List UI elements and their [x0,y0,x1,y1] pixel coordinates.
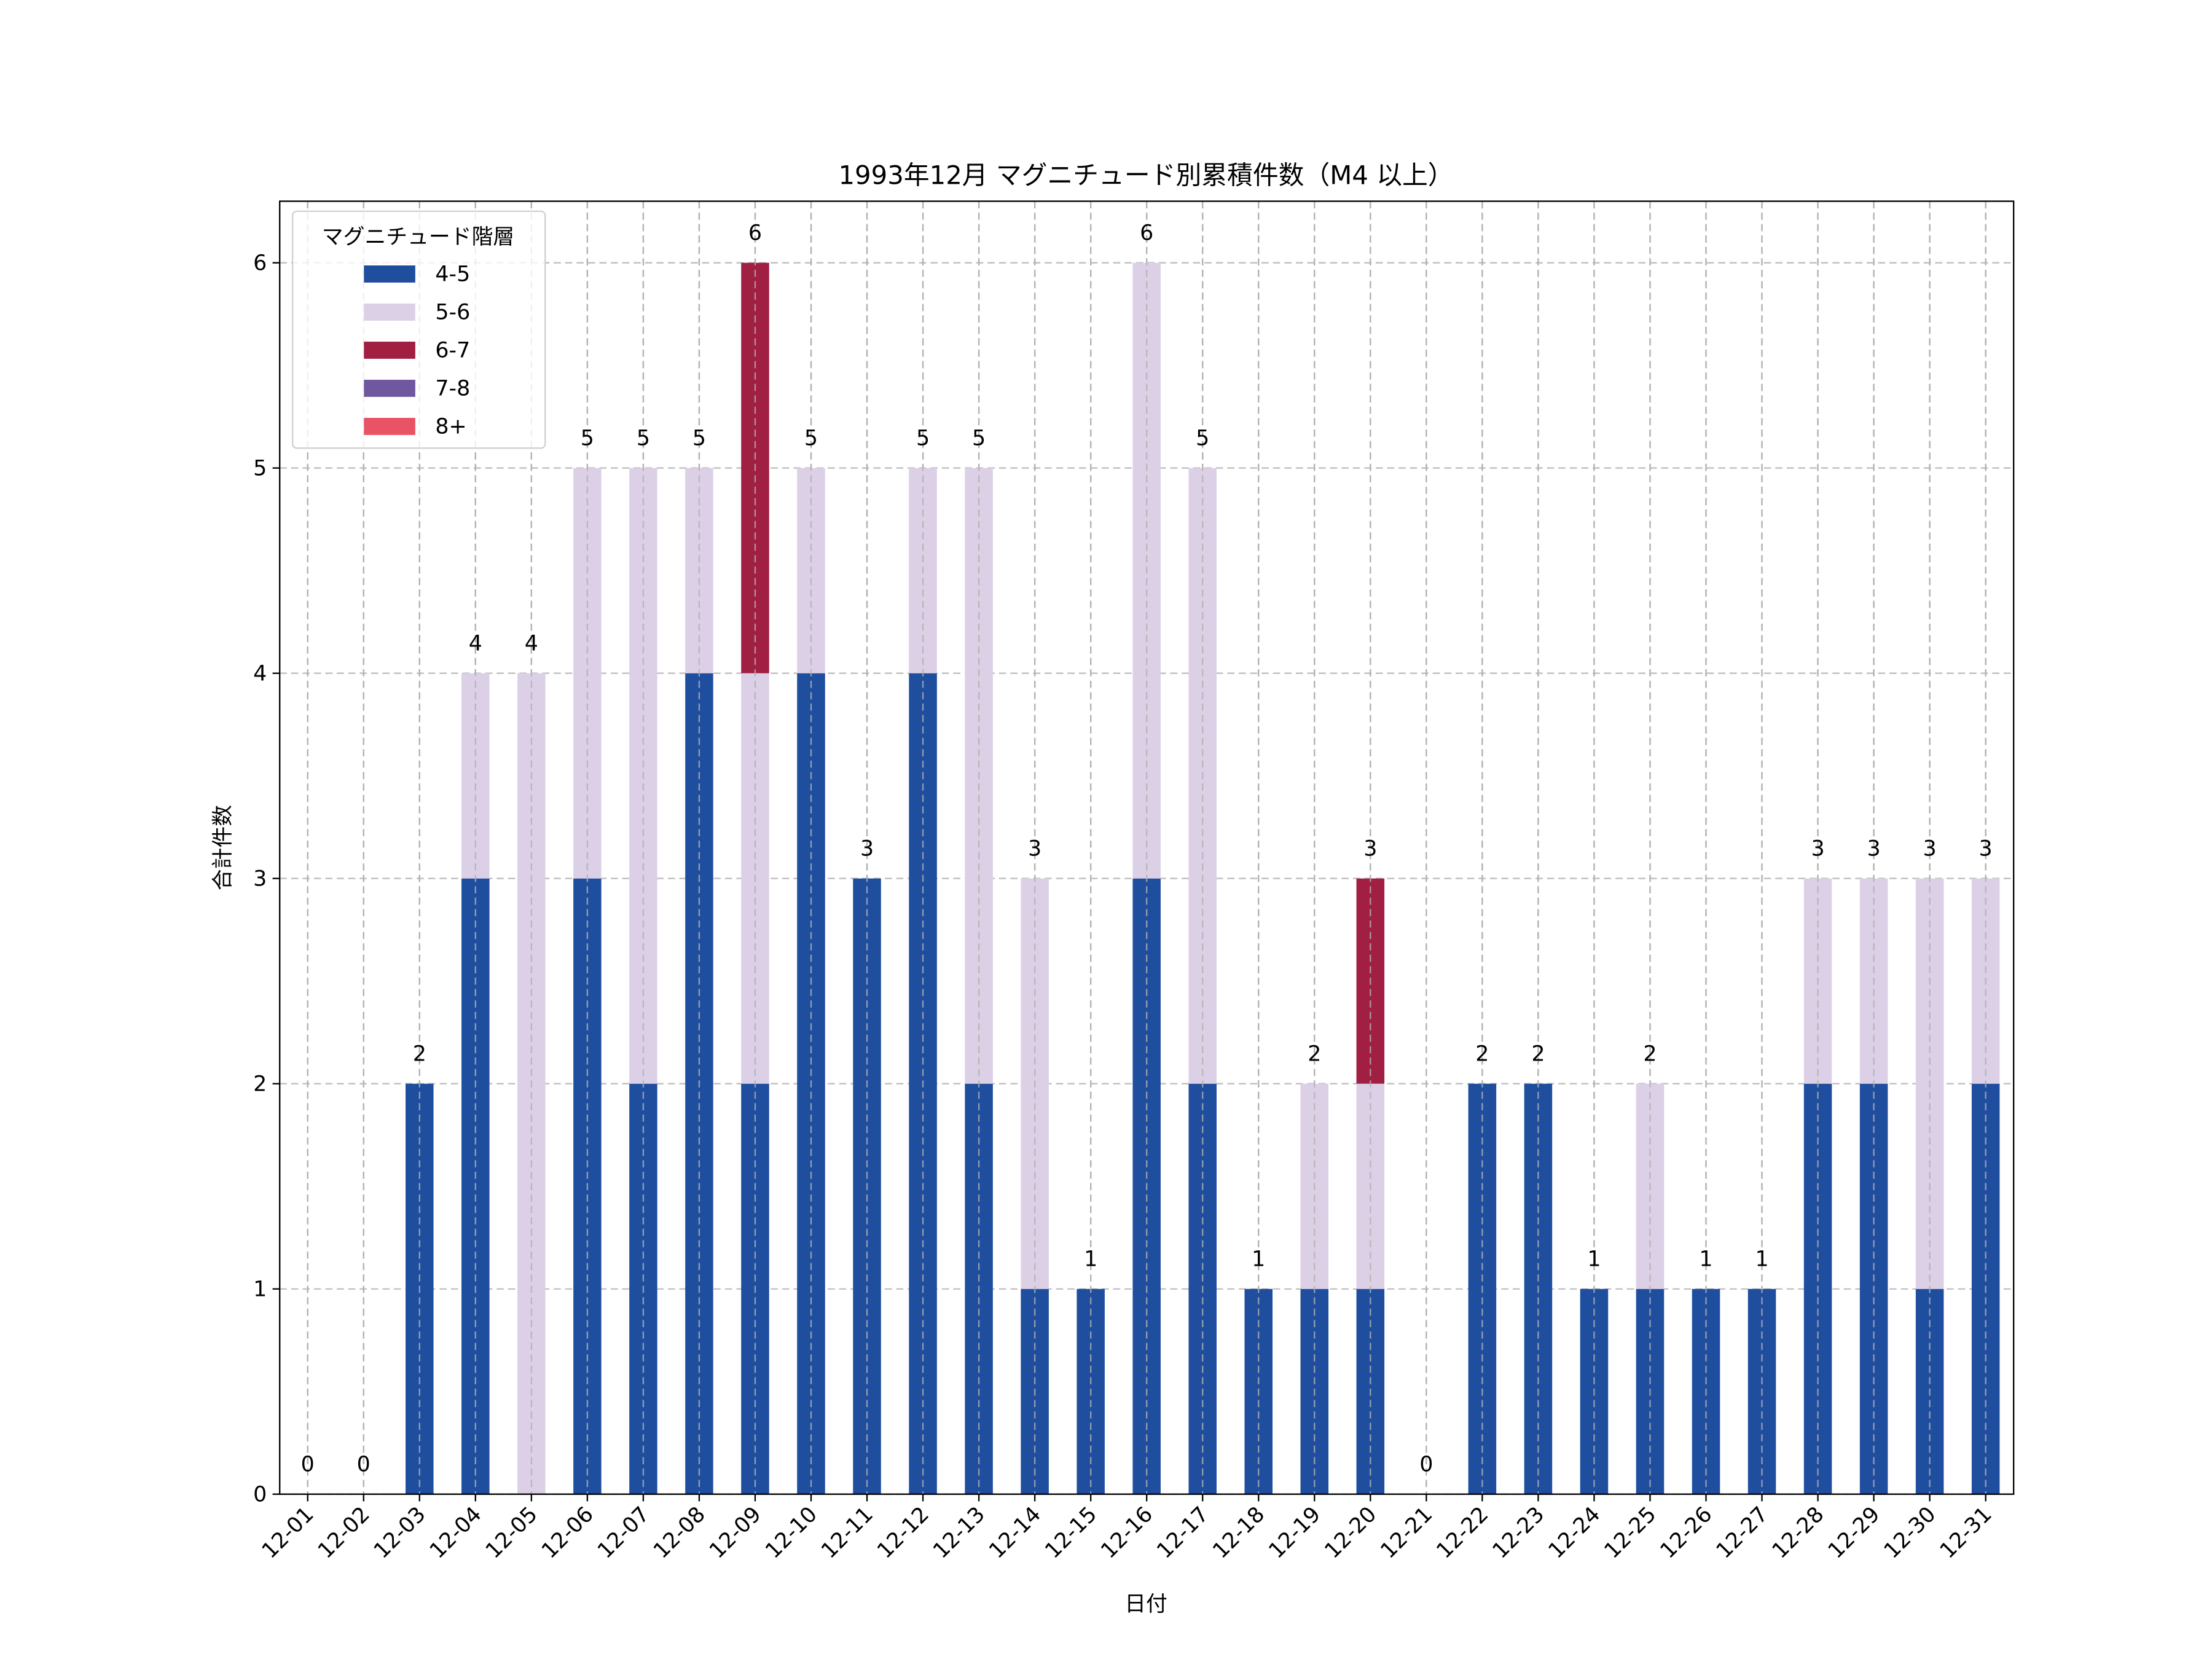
total-label-12-25: 2 [1643,1042,1657,1067]
x-tick-label: 12-15 [1040,1502,1102,1564]
total-label-12-02: 0 [357,1453,371,1477]
x-tick-label: 12-07 [593,1502,654,1564]
total-label-12-09: 6 [748,221,762,246]
x-tick-label: 12-09 [705,1502,766,1564]
x-tick-label: 12-11 [817,1502,878,1564]
total-label-12-21: 0 [1419,1453,1433,1477]
x-tick-label: 12-31 [1936,1502,1997,1564]
legend-label-6-7: 6-7 [435,339,470,363]
x-tick-label: 12-01 [257,1502,319,1564]
total-label-12-04: 4 [469,632,482,656]
total-label-12-26: 1 [1699,1247,1712,1272]
x-tick-label: 12-29 [1824,1502,1885,1564]
x-tick-label: 12-02 [313,1502,375,1564]
x-tick-label: 12-10 [761,1502,822,1564]
x-tick-label: 12-24 [1544,1502,1606,1564]
x-tick-label: 12-12 [873,1502,934,1564]
y-tick-label: 4 [253,661,267,686]
legend-label-8+: 8+ [435,415,466,439]
legend-swatch-6-7 [364,342,415,359]
total-label-12-22: 2 [1475,1042,1489,1067]
y-tick-label: 2 [253,1072,267,1096]
x-tick-label: 12-17 [1152,1502,1214,1564]
legend-swatch-4-5 [364,265,415,283]
y-axis-label: 合計件数 [211,805,235,890]
x-tick-label: 12-08 [649,1502,710,1564]
y-tick-label: 1 [253,1277,267,1301]
total-label-12-23: 2 [1531,1042,1545,1067]
legend-title: マグニチュード階層 [322,225,514,249]
total-label-12-07: 5 [637,426,650,451]
total-label-12-31: 3 [1979,837,1993,861]
total-label-12-15: 1 [1084,1247,1097,1272]
x-tick-label: 12-03 [369,1502,431,1564]
legend-swatch-5-6 [364,304,415,321]
x-tick-label: 12-14 [984,1502,1046,1564]
x-tick-label: 12-22 [1432,1502,1494,1564]
total-label-12-11: 3 [860,837,874,861]
x-tick-label: 12-04 [425,1502,487,1564]
x-tick-label: 12-18 [1208,1502,1269,1564]
total-label-12-16: 6 [1140,221,1153,246]
x-tick-label: 12-21 [1376,1502,1437,1564]
total-label-12-03: 2 [413,1042,426,1067]
legend-frame [291,210,546,449]
total-label-12-20: 3 [1363,837,1377,861]
x-tick-label: 12-23 [1488,1502,1550,1564]
y-tick-label: 6 [253,251,267,275]
legend-label-5-6: 5-6 [435,300,470,325]
x-tick-label: 12-25 [1600,1502,1661,1564]
bars [307,201,2000,1494]
total-label-12-28: 3 [1811,837,1824,861]
total-label-12-14: 3 [1028,837,1041,861]
total-label-12-01: 0 [301,1453,315,1477]
total-label-12-17: 5 [1196,426,1209,451]
y-tick-label: 0 [253,1482,267,1507]
y-ticks: 0 1 2 3 4 5 6 [253,251,280,1507]
total-label-12-05: 4 [525,632,538,656]
y-tick-label: 3 [253,866,267,891]
legend: マグニチュード階層 4-5 5-6 6-7 7-8 8+ [291,210,546,449]
x-tick-label: 12-16 [1096,1502,1158,1564]
total-label-12-18: 1 [1252,1247,1265,1272]
x-tick-label: 12-19 [1264,1502,1325,1564]
total-label-12-27: 1 [1755,1247,1768,1272]
x-tick-label: 12-06 [537,1502,598,1564]
x-tick-label: 12-05 [481,1502,543,1564]
total-label-12-24: 1 [1587,1247,1601,1272]
legend-label-4-5: 4-5 [435,262,470,287]
total-label-12-13: 5 [972,426,986,451]
x-axis-label: 日付 [1124,1592,1167,1617]
total-labels: 0 0 2 4 4 5 5 5 6 5 3 5 5 3 1 6 5 1 2 3 0 2 2 1 2 1 1 3 3 3 3 [301,221,1993,1477]
x-tick-label: 12-20 [1320,1502,1381,1564]
chart-title: 1993年12月 マグニチュード別累積件数（M4 以上） [838,160,1453,190]
x-tick-label: 12-28 [1768,1502,1829,1564]
x-tick-label: 12-30 [1880,1502,1941,1564]
total-label-12-10: 5 [804,426,818,451]
legend-swatch-8+ [364,418,415,435]
total-label-12-12: 5 [916,426,930,451]
total-label-12-06: 5 [581,426,594,451]
x-tick-label: 12-26 [1656,1502,1717,1564]
total-label-12-29: 3 [1867,837,1881,861]
x-ticks: 12-0112-0212-0312-0412-0512-0612-0712-08… [257,1494,1997,1564]
legend-label-7-8: 7-8 [435,377,470,401]
x-tick-label: 12-13 [928,1502,990,1564]
legend-swatch-7-8 [364,380,415,397]
total-label-12-08: 5 [692,426,706,451]
total-label-12-30: 3 [1923,837,1937,861]
total-label-12-19: 2 [1308,1042,1321,1067]
y-tick-label: 5 [253,456,267,480]
x-tick-label: 12-27 [1712,1502,1773,1564]
